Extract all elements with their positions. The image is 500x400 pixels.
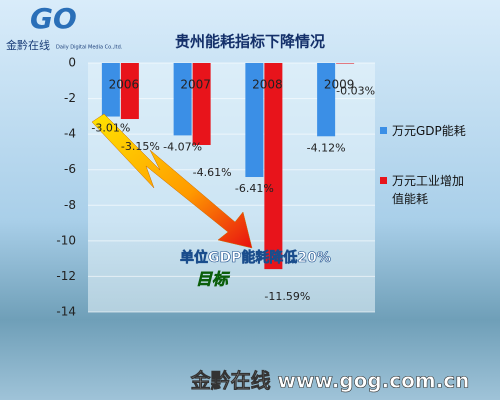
- data-label: -3.15%: [121, 140, 160, 153]
- bar: [245, 63, 264, 178]
- logo-name: 金黔在线: [6, 38, 50, 52]
- logo-tagline: Daily Digital Media Co.,ltd.: [56, 45, 123, 51]
- legend-entry: 万元工业增加值能耗: [380, 172, 474, 208]
- bar: [336, 63, 355, 64]
- bar: [173, 63, 192, 136]
- annotation: 单位GDP能耗降低20%: [180, 249, 331, 266]
- y-tick-label: -14: [56, 305, 76, 319]
- y-tick-label: -12: [56, 269, 76, 283]
- arrow: [91, 113, 253, 249]
- legend-label: 万元GDP能耗: [392, 124, 466, 138]
- legend-swatch: [380, 127, 387, 134]
- data-label: -4.12%: [307, 141, 346, 154]
- legend-label: 万元工业增加值能耗: [392, 174, 465, 206]
- bar: [120, 63, 139, 120]
- bar: [317, 63, 336, 137]
- x-tick-label: 2007: [180, 78, 211, 92]
- logo-mark: GO: [30, 2, 77, 35]
- bar: [101, 63, 120, 117]
- x-tick-label: 2009: [324, 78, 355, 92]
- y-tick-label: 0: [68, 56, 76, 70]
- data-label: -3.01%: [91, 122, 130, 135]
- data-label: -0.03%: [336, 85, 375, 98]
- y-tick-label: -2: [64, 91, 76, 105]
- data-label: -4.07%: [163, 140, 202, 153]
- footer: 金黔在线 www.gog.com.cn: [190, 369, 470, 393]
- x-tick-label: 2006: [109, 78, 140, 92]
- chart-title: 贵州能耗指标下降情况: [175, 33, 325, 51]
- annotation: 目标: [196, 270, 230, 289]
- data-label: -11.59%: [264, 290, 310, 303]
- y-tick-label: -4: [64, 127, 76, 141]
- y-tick-label: -6: [64, 162, 76, 176]
- y-tick-label: -8: [64, 198, 76, 212]
- legend-entry: 万元GDP能耗: [380, 122, 474, 140]
- bar: [192, 63, 211, 145]
- legend-swatch: [380, 177, 387, 184]
- x-tick-label: 2008: [252, 78, 283, 92]
- y-tick-label: -10: [56, 233, 76, 247]
- data-label: -4.61%: [193, 166, 232, 179]
- bar: [264, 63, 283, 270]
- data-label: -6.41%: [235, 182, 274, 195]
